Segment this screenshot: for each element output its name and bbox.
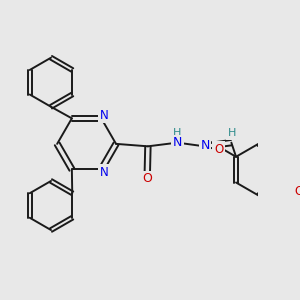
Text: N: N: [100, 166, 109, 179]
Text: O: O: [214, 143, 223, 156]
Text: H: H: [173, 128, 182, 138]
Text: N: N: [100, 109, 109, 122]
Text: O: O: [142, 172, 152, 185]
Text: N: N: [200, 139, 210, 152]
Text: N: N: [173, 136, 182, 149]
Text: H: H: [228, 128, 236, 138]
Text: O: O: [294, 184, 300, 198]
